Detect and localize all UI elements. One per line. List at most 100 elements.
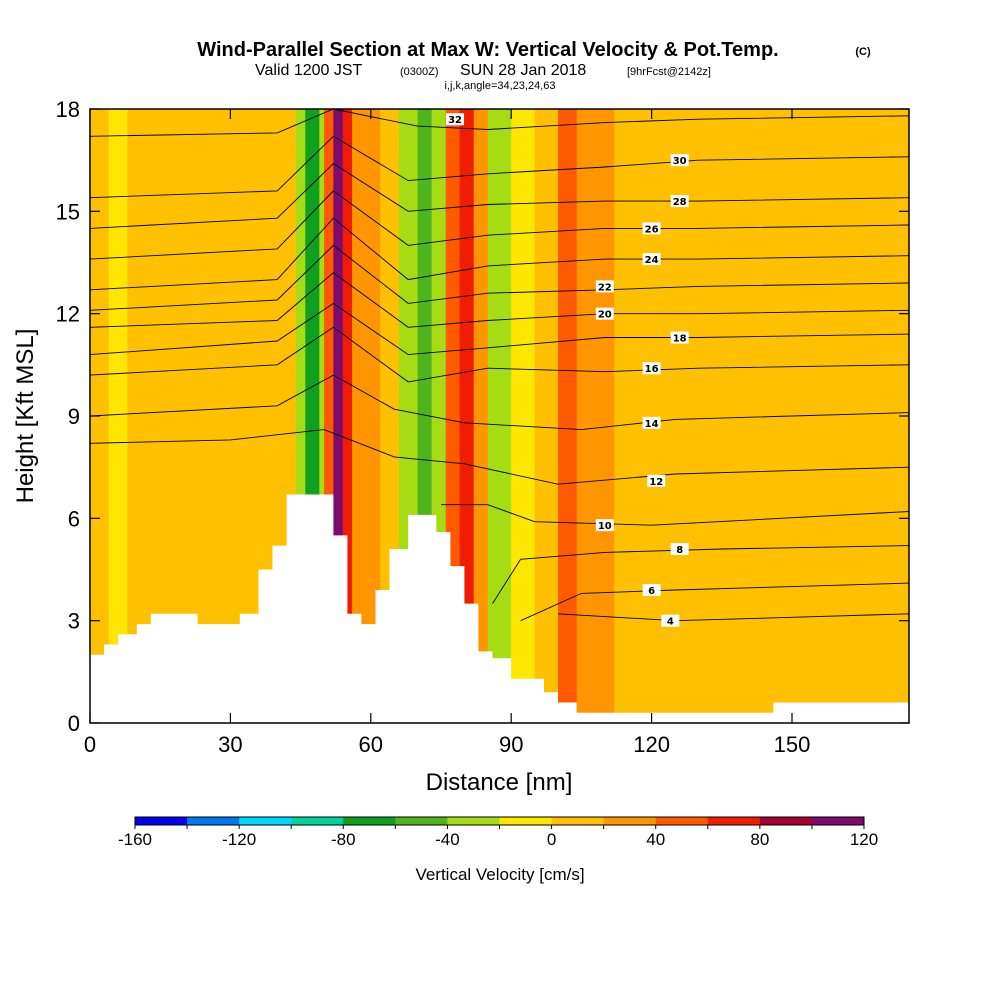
- colorbar-swatch: [187, 817, 240, 825]
- colorbar-swatch: [395, 817, 448, 825]
- colorbar-tick-label: 120: [850, 830, 878, 849]
- contour-label: 12: [649, 477, 663, 488]
- contour-label: 30: [673, 156, 687, 167]
- velocity-band: [295, 109, 306, 723]
- colorbar-swatch: [135, 817, 188, 825]
- theta-contour: [89, 190, 910, 260]
- contour-label: 26: [645, 224, 659, 235]
- x-tick-label: 150: [774, 732, 811, 757]
- valid-prefix: Valid 1200 JST: [255, 62, 363, 79]
- contour-label-bg: [642, 416, 661, 429]
- chart-title: Wind-Parallel Section at Max W: Vertical…: [197, 39, 778, 61]
- y-tick-label: 12: [56, 302, 80, 327]
- contour-label-bg: [595, 519, 614, 532]
- y-tick-label: 0: [68, 711, 80, 736]
- contour-label: 16: [645, 364, 659, 375]
- colorbar-tick-label: 40: [646, 830, 665, 849]
- velocity-band: [108, 109, 128, 723]
- colorbar-swatch: [447, 817, 500, 825]
- theta-contour: [520, 582, 910, 622]
- y-tick-label: 6: [68, 506, 80, 531]
- colorbar-swatch: [603, 817, 657, 825]
- contour-label: 4: [667, 617, 674, 628]
- contour-label-bg: [642, 583, 661, 596]
- contour-label: 22: [598, 282, 612, 293]
- contour-label: 6: [648, 586, 655, 597]
- contour-label: 28: [673, 197, 687, 208]
- theta-contour: [557, 613, 910, 622]
- contour-label: 18: [673, 334, 687, 345]
- colorbar-label: Vertical Velocity [cm/s]: [415, 865, 584, 884]
- colorbar-tick-label: 80: [750, 830, 769, 849]
- title-mark: (C): [855, 46, 871, 58]
- colorbar-swatch: [291, 817, 344, 825]
- contour-label-bg: [661, 614, 680, 627]
- theta-contour: [89, 217, 910, 291]
- theta-contour: [89, 244, 910, 311]
- contour-label-bg: [642, 362, 661, 375]
- colorbar-tick-label: -160: [118, 830, 152, 849]
- valid-utc: (0300Z): [400, 66, 439, 78]
- colorbar-swatch: [759, 817, 813, 825]
- x-tick-label: 0: [84, 732, 96, 757]
- colorbar-swatch: [811, 817, 865, 825]
- contour-label-bg: [647, 474, 666, 487]
- grid-info: i,j,k,angle=34,23,24,63: [444, 80, 555, 92]
- contour-label-bg: [670, 543, 689, 556]
- contour-label-bg: [595, 280, 614, 293]
- colorbar-swatch: [499, 817, 553, 825]
- velocity-band: [324, 109, 334, 723]
- contour-label-bg: [670, 331, 689, 344]
- contour-label-bg: [642, 222, 661, 235]
- x-tick-label: 30: [218, 732, 242, 757]
- x-tick-label: 120: [633, 732, 670, 757]
- contour-label-bg: [642, 253, 661, 266]
- theta-contours: 4 6 8 10 12 14 16 18 20 22 24 26 28 30 32: [89, 108, 910, 628]
- contour-label: 24: [645, 255, 659, 266]
- velocity-band: [576, 109, 615, 723]
- x-axis: 0 30 60 90 120 150: [84, 109, 810, 757]
- y-tick-label: 15: [56, 199, 80, 224]
- colorbar-swatch: [239, 817, 292, 825]
- velocity-band: [558, 109, 578, 723]
- colorbar-tick-label: -40: [435, 830, 460, 849]
- colorbar-tick-label: -120: [222, 830, 256, 849]
- colorbar-swatch: [707, 817, 761, 825]
- plot-area: 4 6 8 10 12 14 16 18 20 22 24 26 28 30 32: [89, 108, 910, 724]
- contour-label-bg: [670, 195, 689, 208]
- terrain: [90, 494, 909, 723]
- contour-label-bg: [670, 154, 689, 167]
- colorbar-swatch: [343, 817, 396, 825]
- colorbar: -160 -120 -80 -40 0 40 80 120: [118, 816, 878, 849]
- velocity-band: [473, 109, 489, 723]
- y-tick-label: 18: [56, 97, 80, 122]
- velocity-band: [319, 109, 325, 723]
- contour-label: 32: [448, 115, 462, 126]
- contour-label: 14: [645, 419, 659, 430]
- y-tick-label: 3: [68, 609, 80, 634]
- velocity-band: [487, 109, 512, 723]
- velocity-band: [838, 109, 910, 723]
- theta-contour: [89, 272, 910, 328]
- x-tick-label: 60: [359, 732, 383, 757]
- colorbar-swatch: [655, 817, 709, 825]
- theta-contour: [89, 108, 910, 137]
- y-tick-label: 9: [68, 404, 80, 429]
- contour-label-bg: [595, 307, 614, 320]
- velocity-band: [511, 109, 536, 723]
- colorbar-tick-label: 0: [547, 830, 556, 849]
- velocity-band: [342, 109, 353, 723]
- y-axis: 0 3 6 9 12 15 18: [56, 97, 909, 736]
- valid-fcst: [9hrFcst@2142z]: [627, 66, 711, 78]
- colorbar-tick-label: -80: [331, 830, 356, 849]
- velocity-band: [333, 109, 344, 723]
- velocity-band: [534, 109, 559, 723]
- contour-label: 10: [598, 521, 612, 532]
- colorbar-swatch: [551, 817, 605, 825]
- y-axis-label: Height [Kft MSL]: [12, 329, 39, 504]
- contour-label: 20: [598, 310, 612, 321]
- contour-label-bg: [446, 113, 465, 126]
- theta-contour: [492, 545, 910, 604]
- valid-date: SUN 28 Jan 2018: [460, 62, 586, 79]
